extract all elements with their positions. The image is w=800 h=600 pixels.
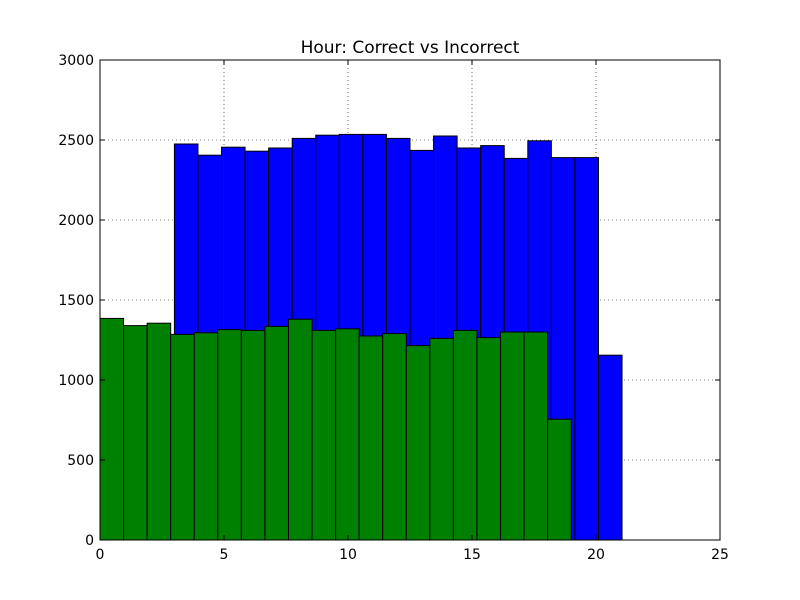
bar-green (335, 328, 360, 541)
bar-green (429, 337, 454, 541)
bar-green (382, 333, 407, 541)
bar-green (311, 329, 337, 541)
bar-green (217, 329, 242, 541)
bar-green (193, 332, 219, 541)
bar-green (240, 329, 266, 541)
y-tick-label: 1000 (58, 373, 94, 389)
bar-green (523, 331, 549, 541)
bar-green (405, 345, 431, 541)
chart-title: Hour: Correct vs Incorrect (301, 38, 520, 58)
series-green-bars (99, 317, 572, 541)
bar-green (547, 418, 572, 541)
bar-blue (597, 354, 623, 541)
bar-green (452, 329, 478, 541)
bar-green (170, 333, 195, 541)
bar-blue (574, 157, 599, 541)
bar-green (146, 322, 172, 541)
x-axis-tick-labels: 0 5 10 15 20 25 (96, 547, 729, 563)
x-tick-label: 0 (96, 547, 105, 563)
x-tick-label: 15 (463, 547, 481, 563)
x-tick-label: 25 (711, 547, 729, 563)
x-tick-label: 10 (339, 547, 357, 563)
bar-green (287, 318, 313, 541)
y-tick-label: 500 (67, 453, 94, 469)
axis-ticks (99, 59, 721, 541)
x-tick-label: 20 (587, 547, 605, 563)
bar-green (500, 331, 525, 541)
bar-green (264, 325, 289, 541)
y-axis-tick-labels: 0 500 1000 1500 2000 2500 3000 (58, 53, 94, 549)
y-tick-label: 1500 (58, 293, 94, 309)
bar-green (123, 325, 148, 541)
bar-green (99, 317, 125, 541)
y-tick-label: 0 (85, 533, 94, 549)
bar-green (476, 337, 502, 541)
y-tick-label: 2000 (58, 213, 94, 229)
bar-green (358, 335, 384, 541)
y-tick-label: 2500 (58, 133, 94, 149)
y-tick-label: 3000 (58, 53, 94, 69)
x-tick-label: 5 (220, 547, 229, 563)
